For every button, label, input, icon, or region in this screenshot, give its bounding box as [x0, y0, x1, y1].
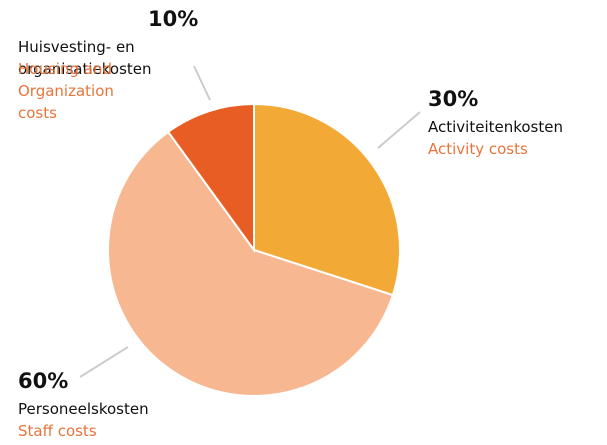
value-label: 10% [148, 7, 199, 31]
category-label: Huisvesting- en organisatiekosten [18, 38, 152, 78]
category-label: Activiteitenkosten [428, 118, 563, 136]
pie-slice [166, 102, 255, 254]
connector [377, 111, 421, 149]
pie-slice [253, 102, 401, 297]
value-label: 60% [18, 369, 69, 393]
category-label: Personeelskosten [18, 400, 149, 418]
value-label: 30% [428, 87, 479, 111]
pie-slice [107, 130, 395, 397]
connector [193, 65, 211, 101]
category-label-en: Staff costs [18, 422, 97, 440]
category-label-en: Housing and Organization costs [18, 60, 114, 122]
category-label-en: Activity costs [428, 140, 528, 158]
connector [79, 346, 129, 378]
